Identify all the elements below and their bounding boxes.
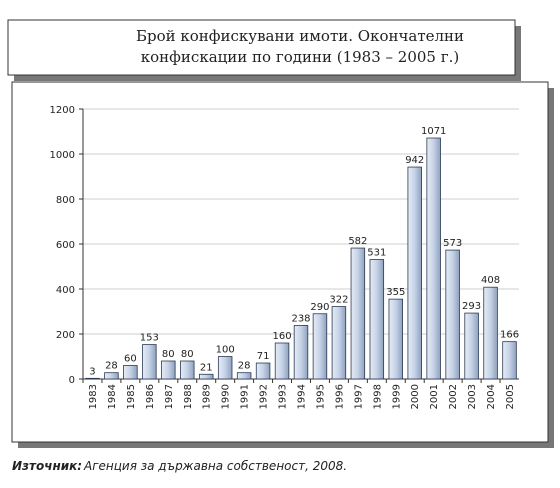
value-label: 3	[89, 366, 95, 377]
x-tick-label: 2000	[410, 384, 421, 409]
value-label: 60	[124, 354, 137, 365]
value-label: 100	[216, 345, 235, 356]
x-tick-label: 2004	[486, 384, 497, 409]
x-tick-label: 1991	[240, 384, 251, 409]
bar	[180, 360, 195, 380]
source-text: Агенция за държавна собственост, 2008.	[83, 459, 347, 473]
x-tick-label: 1995	[315, 384, 326, 409]
value-label: 80	[181, 349, 194, 360]
bar	[502, 341, 517, 380]
value-label: 238	[291, 313, 310, 324]
bar	[407, 166, 422, 380]
x-tick-label: 1997	[353, 384, 364, 409]
bar	[464, 312, 479, 380]
bar	[123, 365, 138, 380]
bar	[426, 137, 441, 380]
x-tick-label: 1996	[334, 384, 345, 409]
bar	[217, 356, 233, 380]
value-label: 531	[367, 248, 386, 259]
x-tick-label: 1992	[259, 384, 270, 409]
bar	[293, 325, 309, 380]
bar	[388, 298, 404, 380]
x-tick-label: 1986	[145, 384, 156, 409]
value-label: 293	[462, 301, 481, 312]
x-tick-label: 2005	[505, 384, 516, 409]
bar	[198, 373, 214, 380]
x-tick-label: 1990	[221, 384, 232, 409]
source-label: Източник:	[12, 459, 82, 473]
x-tick-label: 1989	[202, 384, 213, 409]
y-tick-label: 200	[56, 330, 75, 341]
bar	[274, 342, 290, 380]
y-tick-label: 800	[56, 195, 75, 206]
value-label: 21	[200, 362, 213, 373]
value-label: 80	[162, 349, 175, 360]
x-tick-label: 1998	[372, 384, 383, 409]
value-label: 355	[386, 287, 405, 298]
bar	[331, 306, 347, 380]
bar	[142, 344, 157, 380]
y-tick-label: 1000	[50, 150, 75, 161]
bar	[350, 247, 366, 380]
title-box	[7, 19, 516, 76]
value-label: 71	[257, 351, 270, 362]
value-label: 153	[140, 333, 159, 344]
x-tick-label: 1988	[183, 384, 194, 409]
bar	[483, 286, 498, 380]
bar	[312, 313, 328, 380]
x-tick-label: 1983	[88, 384, 99, 409]
value-label: 290	[310, 302, 329, 313]
bar	[445, 249, 460, 380]
x-tick-label: 2003	[467, 384, 478, 409]
bar	[369, 259, 385, 380]
value-label: 942	[405, 155, 424, 166]
value-label: 1071	[421, 126, 446, 137]
value-label: 28	[105, 361, 118, 372]
bar	[255, 362, 271, 380]
chart-subtitle: конфискации по години (1983 – 2005 г.)	[141, 48, 459, 66]
bar	[236, 372, 252, 380]
value-label: 573	[443, 238, 462, 249]
value-label: 28	[238, 361, 251, 372]
x-tick-label: 1984	[107, 384, 118, 409]
x-tick-label: 1993	[278, 384, 289, 409]
x-tick-label: 1999	[391, 384, 402, 409]
bar	[161, 360, 176, 380]
y-tick-label: 400	[56, 285, 75, 296]
x-tick-label: 1987	[164, 384, 175, 409]
y-tick-label: 1200	[50, 105, 75, 116]
bar	[104, 372, 119, 380]
value-label: 322	[329, 295, 348, 306]
y-tick-label: 600	[56, 240, 75, 251]
bar	[85, 377, 100, 380]
value-label: 408	[481, 275, 500, 286]
y-tick-label: 0	[69, 375, 75, 386]
chart-title: Брой конфискувани имоти. Окончателни	[136, 27, 464, 45]
x-tick-label: 2001	[429, 384, 440, 409]
value-label: 582	[348, 236, 367, 247]
x-tick-label: 2002	[448, 384, 459, 409]
value-label: 166	[500, 330, 519, 341]
x-tick-label: 1994	[297, 384, 308, 409]
x-tick-label: 1985	[126, 384, 137, 409]
value-label: 160	[272, 331, 291, 342]
